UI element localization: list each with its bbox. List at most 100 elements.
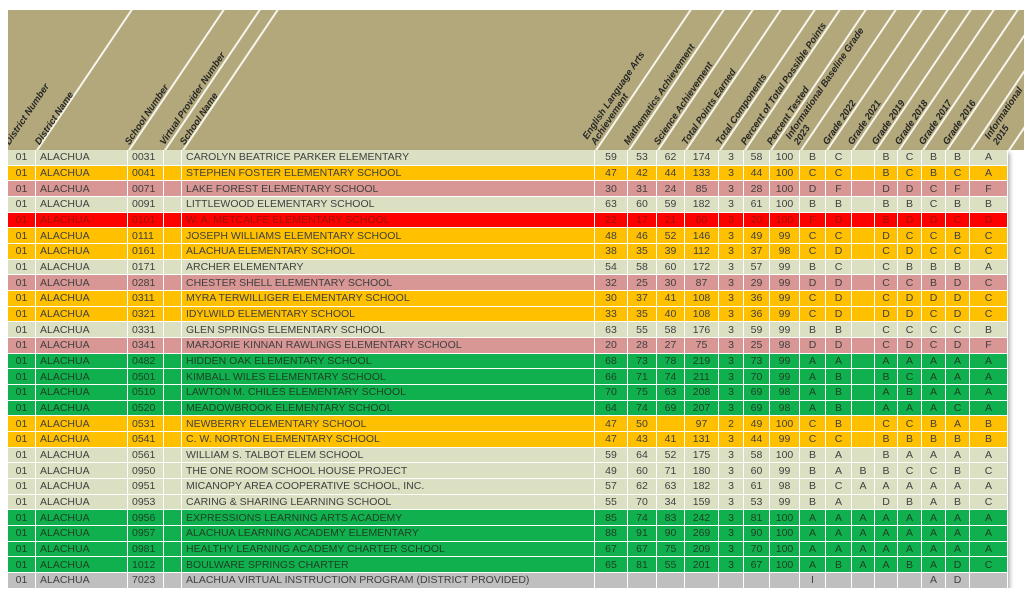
cell-school-name: MYRA TERWILLIGER ELEMENTARY SCHOOL [182,291,595,306]
cell-informational-2015: C [970,306,1008,322]
cell-total-points-earned: 269 [685,526,719,541]
cell-total-components: 3 [719,557,744,573]
cell-school-number: 0956 [128,510,164,526]
cell-informational-baseline-grade-2023: C [800,416,826,432]
cell-district-name: ALACHUA [36,510,128,526]
cell-total-components: 3 [719,479,744,494]
cell-grade-2021: B [852,463,875,479]
cell-science-achievement: 71 [657,463,685,479]
cell-percent-of-total-possible-points: 90 [744,526,770,541]
cell-percent-of-total-possible-points: 53 [744,494,770,510]
table-row: 01 ALACHUA 0561 WILLIAM S. TALBOT ELEM SCHO… [8,447,1008,464]
cell-mathematics-achievement: 62 [628,479,657,494]
cell-total-points-earned: 97 [685,416,719,432]
cell-percent-tested: 100 [770,181,800,197]
cell-mathematics-achievement: 53 [628,150,657,165]
cell-total-points-earned: 133 [685,165,719,181]
cell-district-name: ALACHUA [36,385,128,400]
table-row: 01 ALACHUA 0482 HIDDEN OAK ELEMENTARY SCHOO… [8,353,1008,370]
cell-informational-2015: A [970,353,1008,369]
cell-grade-2021 [852,353,875,369]
cell-percent-of-total-possible-points: 69 [744,400,770,416]
cell-grade-2018: A [898,541,922,557]
cell-grade-2017: A [922,353,946,369]
cell-district-name: ALACHUA [36,306,128,322]
table-row: 01 ALACHUA 0950 THE ONE ROOM SCHOOL HOUSE P… [8,463,1008,480]
cell-ela-achievement: 59 [595,150,628,165]
cell-grade-2017: A [922,541,946,557]
cell-grade-2018 [898,573,922,588]
cell-school-name: GLEN SPRINGS ELEMENTARY SCHOOL [182,322,595,338]
cell-grade-2017: A [922,400,946,416]
cell-grade-2022: B [826,416,852,432]
cell-ela-achievement: 57 [595,479,628,494]
cell-percent-tested: 100 [770,447,800,463]
cell-grade-2016: C [946,400,970,416]
cell-percent-tested: 98 [770,338,800,353]
cell-grade-2016: D [946,557,970,573]
cell-grade-2021 [852,291,875,306]
cell-total-components: 3 [719,306,744,322]
cell-science-achievement: 39 [657,244,685,259]
cell-grade-2016: B [946,463,970,479]
cell-district-name: ALACHUA [36,259,128,275]
cell-school-number: 0041 [128,165,164,181]
cell-district-name: ALACHUA [36,479,128,494]
cell-grade-2019: A [875,557,898,573]
cell-percent-of-total-possible-points: 49 [744,228,770,244]
cell-virtual-provider-number [164,259,182,275]
table-row: 01 ALACHUA 0956 EXPRESSIONS LEARNING ARTS A… [8,510,1008,527]
cell-total-points-earned: 131 [685,432,719,447]
cell-informational-baseline-grade-2023: D [800,338,826,353]
cell-informational-baseline-grade-2023: B [800,494,826,510]
table-row: 01 ALACHUA 0981 HEALTHY LEARNING ACADEMY CH… [8,541,1008,558]
cell-district-number: 01 [8,432,36,447]
cell-grade-2021 [852,259,875,275]
cell-grade-2022: A [826,541,852,557]
cell-grade-2016: B [946,197,970,212]
cell-virtual-provider-number [164,353,182,369]
cell-science-achievement: 62 [657,150,685,165]
cell-total-points-earned: 159 [685,494,719,510]
cell-grade-2022: A [826,463,852,479]
cell-ela-achievement [595,573,628,588]
cell-science-achievement: 41 [657,432,685,447]
cell-grade-2018: C [898,369,922,385]
cell-percent-of-total-possible-points: 67 [744,557,770,573]
cell-science-achievement [657,416,685,432]
cell-percent-of-total-possible-points: 44 [744,165,770,181]
cell-grade-2016: B [946,150,970,165]
cell-grade-2017: D [922,291,946,306]
cell-grade-2019: A [875,526,898,541]
cell-grade-2016: B [946,432,970,447]
cell-total-components: 3 [719,510,744,526]
table-row: 01 ALACHUA 0341 MARJORIE KINNAN RAWLINGS EL… [8,338,1008,354]
cell-ela-achievement: 70 [595,385,628,400]
table-row: 01 ALACHUA 0171 ARCHER ELEMENTARY 54 58 60 172 3… [8,259,1008,276]
cell-virtual-provider-number [164,228,182,244]
cell-informational-baseline-grade-2023: D [800,181,826,197]
cell-school-name: JOSEPH WILLIAMS ELEMENTARY SCHOOL [182,228,595,244]
cell-grade-2021 [852,228,875,244]
cell-percent-tested: 99 [770,306,800,322]
cell-science-achievement: 41 [657,291,685,306]
cell-total-components: 3 [719,353,744,369]
cell-ela-achievement: 66 [595,369,628,385]
cell-grade-2018: D [898,306,922,322]
cell-virtual-provider-number [164,338,182,353]
cell-grade-2019: A [875,353,898,369]
cell-mathematics-achievement: 37 [628,291,657,306]
cell-district-number: 01 [8,526,36,541]
cell-percent-of-total-possible-points: 28 [744,181,770,197]
cell-district-number: 01 [8,385,36,400]
cell-grade-2016: D [946,573,970,588]
cell-grade-2016: A [946,541,970,557]
cell-total-components: 3 [719,259,744,275]
cell-grade-2017: C [922,306,946,322]
cell-ela-achievement: 88 [595,526,628,541]
cell-total-components: 3 [719,447,744,463]
table-row: 01 ALACHUA 0161 ALACHUA ELEMENTARY SCHOOL 38… [8,244,1008,260]
cell-ela-achievement: 64 [595,400,628,416]
cell-grade-2022: D [826,306,852,322]
cell-district-name: ALACHUA [36,400,128,416]
